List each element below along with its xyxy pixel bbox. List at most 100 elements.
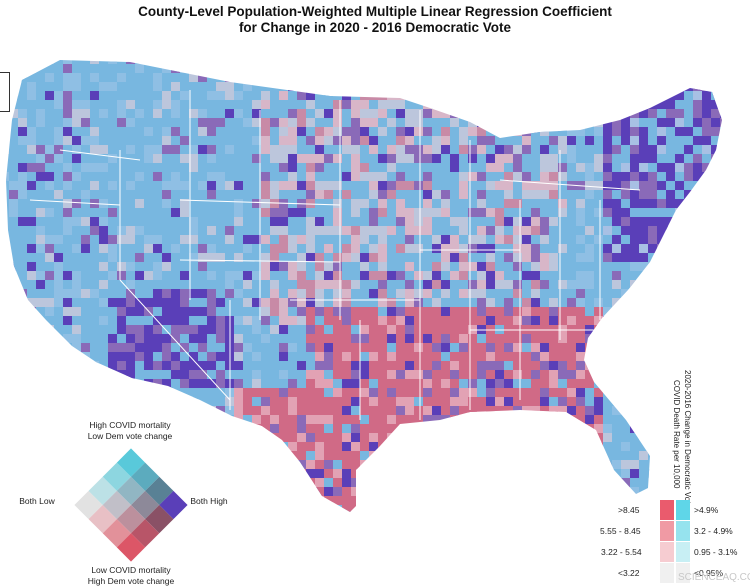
county-cell <box>576 235 585 244</box>
county-cell <box>405 163 414 172</box>
county-cell <box>288 433 297 442</box>
county-cell <box>207 334 216 343</box>
county-cell <box>423 433 432 442</box>
county-cell <box>423 190 432 199</box>
county-cell <box>477 82 495 91</box>
county-cell <box>261 60 270 64</box>
county-cell <box>225 91 234 100</box>
county-cell <box>630 343 639 352</box>
county-cell <box>279 190 288 199</box>
county-cell <box>576 208 585 217</box>
county-cell <box>162 82 171 91</box>
county-cell <box>126 136 135 145</box>
county-cell <box>198 91 207 100</box>
county-cell <box>585 478 594 487</box>
county-cell <box>396 64 414 73</box>
county-cell <box>369 73 378 82</box>
county-cell <box>342 226 351 235</box>
county-cell <box>198 406 207 415</box>
county-cell <box>459 82 477 91</box>
county-cell <box>657 109 666 118</box>
county-cell <box>585 163 594 172</box>
county-cell <box>126 343 135 352</box>
county-cell <box>531 181 540 190</box>
county-cell <box>108 271 117 280</box>
county-cell <box>540 487 549 496</box>
county-cell <box>45 235 54 244</box>
county-cell <box>414 334 423 343</box>
county-cell <box>693 397 702 406</box>
county-cell <box>432 433 441 442</box>
county-cell <box>495 469 513 478</box>
county-cell <box>9 163 18 172</box>
county-cell <box>333 118 342 127</box>
county-cell <box>567 82 576 91</box>
county-cell <box>666 181 675 190</box>
county-cell <box>297 325 306 334</box>
county-cell <box>504 280 513 289</box>
county-cell <box>423 406 432 415</box>
county-cell <box>99 370 108 379</box>
county-cell <box>6 82 9 91</box>
county-cell <box>99 118 108 127</box>
county-cell <box>594 64 603 73</box>
county-cell <box>468 60 486 64</box>
county-cell <box>270 163 279 172</box>
county-cell <box>468 370 477 379</box>
county-cell <box>162 154 171 163</box>
county-cell <box>405 280 414 289</box>
county-cell <box>405 127 414 136</box>
county-cell <box>117 60 126 64</box>
county-cell <box>162 172 171 181</box>
county-cell <box>702 208 711 217</box>
county-cell <box>522 316 531 325</box>
county-cell <box>6 64 9 73</box>
county-cell <box>585 82 594 91</box>
county-cell <box>423 514 432 523</box>
county-cell <box>432 514 450 523</box>
county-cell <box>117 361 126 370</box>
county-cell <box>603 163 612 172</box>
county-cell <box>468 154 477 163</box>
county-cell <box>360 352 369 361</box>
county-cell <box>252 289 261 298</box>
county-cell <box>99 136 108 145</box>
county-cell <box>603 307 612 316</box>
county-cell <box>693 280 702 289</box>
county-cell <box>423 226 432 235</box>
county-cell <box>279 451 288 460</box>
county-cell <box>513 334 522 343</box>
county-cell <box>405 271 414 280</box>
county-cell <box>576 199 585 208</box>
county-cell <box>18 406 36 415</box>
county-cell <box>315 217 324 226</box>
county-cell <box>666 307 675 316</box>
county-cell <box>594 280 603 289</box>
county-cell <box>126 325 135 334</box>
county-cell <box>405 442 414 451</box>
county-cell <box>495 100 504 109</box>
county-cell <box>81 181 90 190</box>
county-cell <box>405 307 414 316</box>
county-cell <box>423 235 432 244</box>
county-cell <box>513 172 522 181</box>
county-cell <box>486 460 495 469</box>
county-cell <box>450 487 468 496</box>
county-cell <box>675 100 684 109</box>
county-cell <box>288 136 297 145</box>
legend-bottom-label-1: Low COVID mortality <box>91 565 171 575</box>
county-cell <box>540 244 549 253</box>
county-cell <box>297 235 306 244</box>
county-cell <box>234 271 243 280</box>
county-cell <box>693 199 702 208</box>
county-cell <box>468 199 477 208</box>
county-cell <box>441 163 450 172</box>
county-cell <box>711 352 720 361</box>
county-cell <box>648 118 657 127</box>
county-cell <box>495 370 504 379</box>
county-cell <box>630 334 639 343</box>
county-cell <box>306 388 315 397</box>
county-cell <box>306 244 315 253</box>
county-cell <box>234 136 243 145</box>
county-cell <box>405 190 414 199</box>
